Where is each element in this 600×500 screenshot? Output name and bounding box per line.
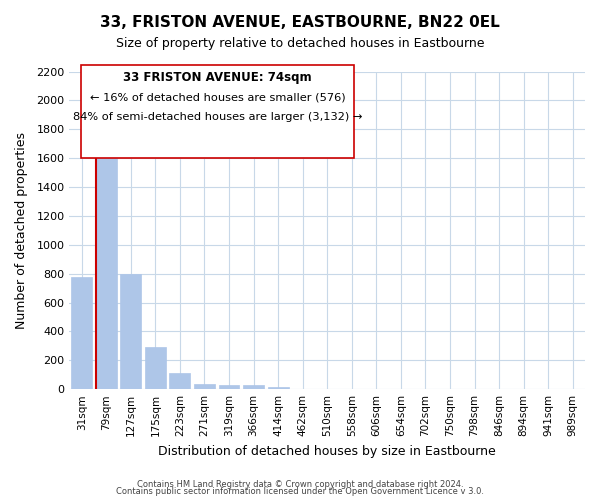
Text: Contains HM Land Registry data © Crown copyright and database right 2024.: Contains HM Land Registry data © Crown c… <box>137 480 463 489</box>
Bar <box>268 387 289 389</box>
Bar <box>96 146 117 389</box>
Text: Contains public sector information licensed under the Open Government Licence v : Contains public sector information licen… <box>116 487 484 496</box>
Bar <box>121 274 141 389</box>
Text: 84% of semi-detached houses are larger (3,132) →: 84% of semi-detached houses are larger (… <box>73 112 362 122</box>
Text: 33, FRISTON AVENUE, EASTBOURNE, BN22 0EL: 33, FRISTON AVENUE, EASTBOURNE, BN22 0EL <box>100 15 500 30</box>
Bar <box>243 385 264 389</box>
Bar <box>145 346 166 389</box>
Y-axis label: Number of detached properties: Number of detached properties <box>15 132 28 329</box>
Bar <box>218 385 239 389</box>
Bar <box>71 276 92 389</box>
Text: 33 FRISTON AVENUE: 74sqm: 33 FRISTON AVENUE: 74sqm <box>123 72 312 85</box>
X-axis label: Distribution of detached houses by size in Eastbourne: Distribution of detached houses by size … <box>158 444 496 458</box>
Text: ← 16% of detached houses are smaller (576): ← 16% of detached houses are smaller (57… <box>89 92 346 102</box>
Bar <box>194 384 215 389</box>
Bar <box>169 374 190 389</box>
Text: Size of property relative to detached houses in Eastbourne: Size of property relative to detached ho… <box>116 38 484 51</box>
